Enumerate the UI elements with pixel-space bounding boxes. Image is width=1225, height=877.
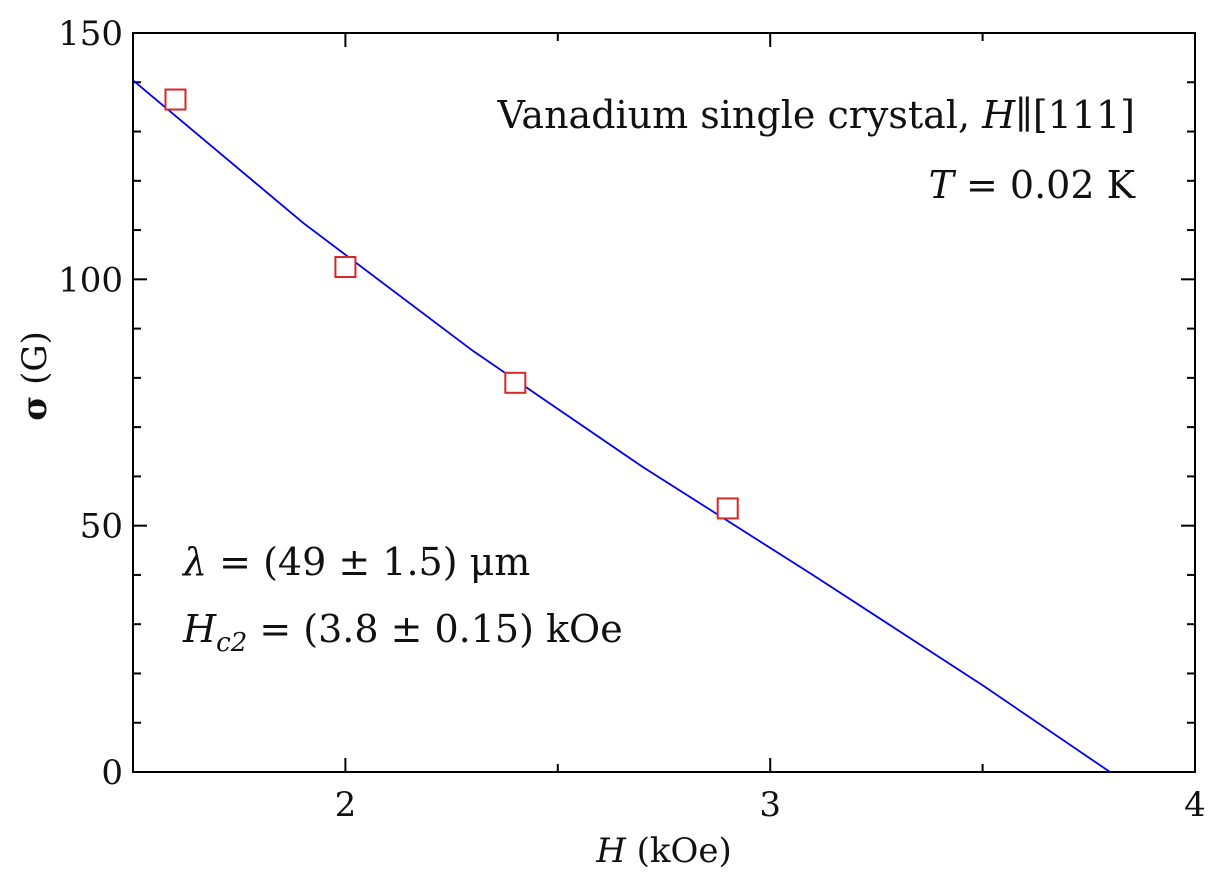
temperature-annotation: T = 0.02 K — [929, 163, 1136, 207]
x-axis-title: H (kOe) — [595, 831, 732, 871]
fit-line — [132, 79, 1111, 773]
data-point — [164, 88, 187, 111]
plot-frame — [132, 32, 1196, 773]
y-tick-label: 150 — [58, 14, 123, 54]
fit-line-group — [132, 79, 1111, 773]
data-point — [716, 497, 739, 520]
x-tick-label: 4 — [1184, 785, 1206, 825]
sample-annotation: Vanadium single crystal, H∥[111] — [496, 93, 1135, 137]
tick-labels: 2 3 4 0 50 100 150 — [58, 14, 1206, 825]
y-tick-label: 50 — [80, 507, 123, 547]
lambda-annotation: λ = (49 ± 1.5) μm — [181, 540, 530, 584]
y-axis-title: σ (G) — [15, 331, 55, 421]
x-tick-label: 2 — [335, 785, 357, 825]
y-tick-label: 0 — [101, 753, 123, 793]
data-point — [504, 371, 527, 394]
x-tick-label: 3 — [759, 785, 781, 825]
hc2-annotation: Hc2 = (3.8 ± 0.15) kOe — [182, 607, 623, 658]
ticks — [132, 32, 1196, 773]
markers — [164, 88, 739, 520]
data-point — [334, 256, 357, 279]
y-tick-label: 100 — [58, 260, 123, 300]
